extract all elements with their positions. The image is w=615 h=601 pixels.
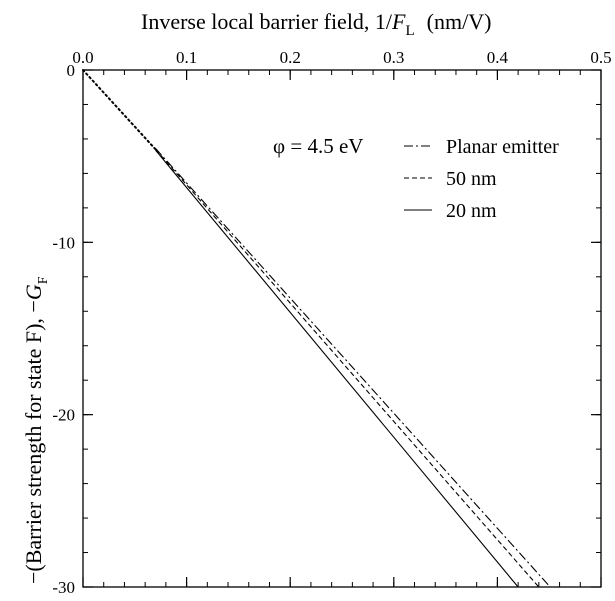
x-tick-label: 0.1: [176, 48, 197, 67]
phi-annotation: φ = 4.5 eV: [273, 134, 363, 158]
y-tick-label: -30: [52, 578, 75, 597]
y-axis-title: −(Barrier strength for state F), −GF: [21, 276, 51, 584]
legend-label: Planar emitter: [446, 136, 559, 158]
series-line-planar-emitter: [155, 148, 551, 588]
x-axis-title-units: (nm/V): [427, 9, 492, 34]
series-line-50-nm: [155, 148, 540, 588]
series-lines: [82, 69, 551, 588]
x-tick-label: 0.0: [72, 48, 93, 67]
y-axis-title-prefix: −(Barrier strength for state F), −: [21, 300, 46, 584]
x-axis-title-var: F: [391, 9, 406, 34]
x-axis-title: Inverse local barrier field, 1/FL (nm/V): [141, 9, 491, 39]
series-line-20-nm: [155, 149, 519, 588]
y-axis-title-var: G: [21, 284, 46, 300]
major-ticks: [82, 69, 602, 588]
y-tick-label: -10: [52, 233, 75, 252]
y-axis-title-sub: F: [36, 276, 51, 284]
legend-label: 20 nm: [446, 200, 497, 222]
tick-labels: 0.0 0.1 0.2 0.3 0.4 0.5 0 -10 -20 -30: [52, 48, 611, 597]
y-tick-label: -20: [52, 406, 75, 425]
x-axis-title-prefix: Inverse local barrier field, 1/: [141, 9, 393, 34]
plot-frame: [82, 69, 602, 588]
x-tick-label: 0.2: [280, 48, 301, 67]
legend-label: 50 nm: [446, 168, 497, 190]
legend: Planar emitter 50 nm 20 nm: [404, 136, 559, 222]
y-tick-label: 0: [67, 61, 76, 80]
series-line-extrapolation: [82, 69, 157, 151]
x-tick-label: 0.4: [487, 48, 509, 67]
x-axis-title-sub: L: [406, 23, 415, 39]
x-tick-label: 0.3: [383, 48, 404, 67]
x-tick-label: 0.5: [590, 48, 611, 67]
